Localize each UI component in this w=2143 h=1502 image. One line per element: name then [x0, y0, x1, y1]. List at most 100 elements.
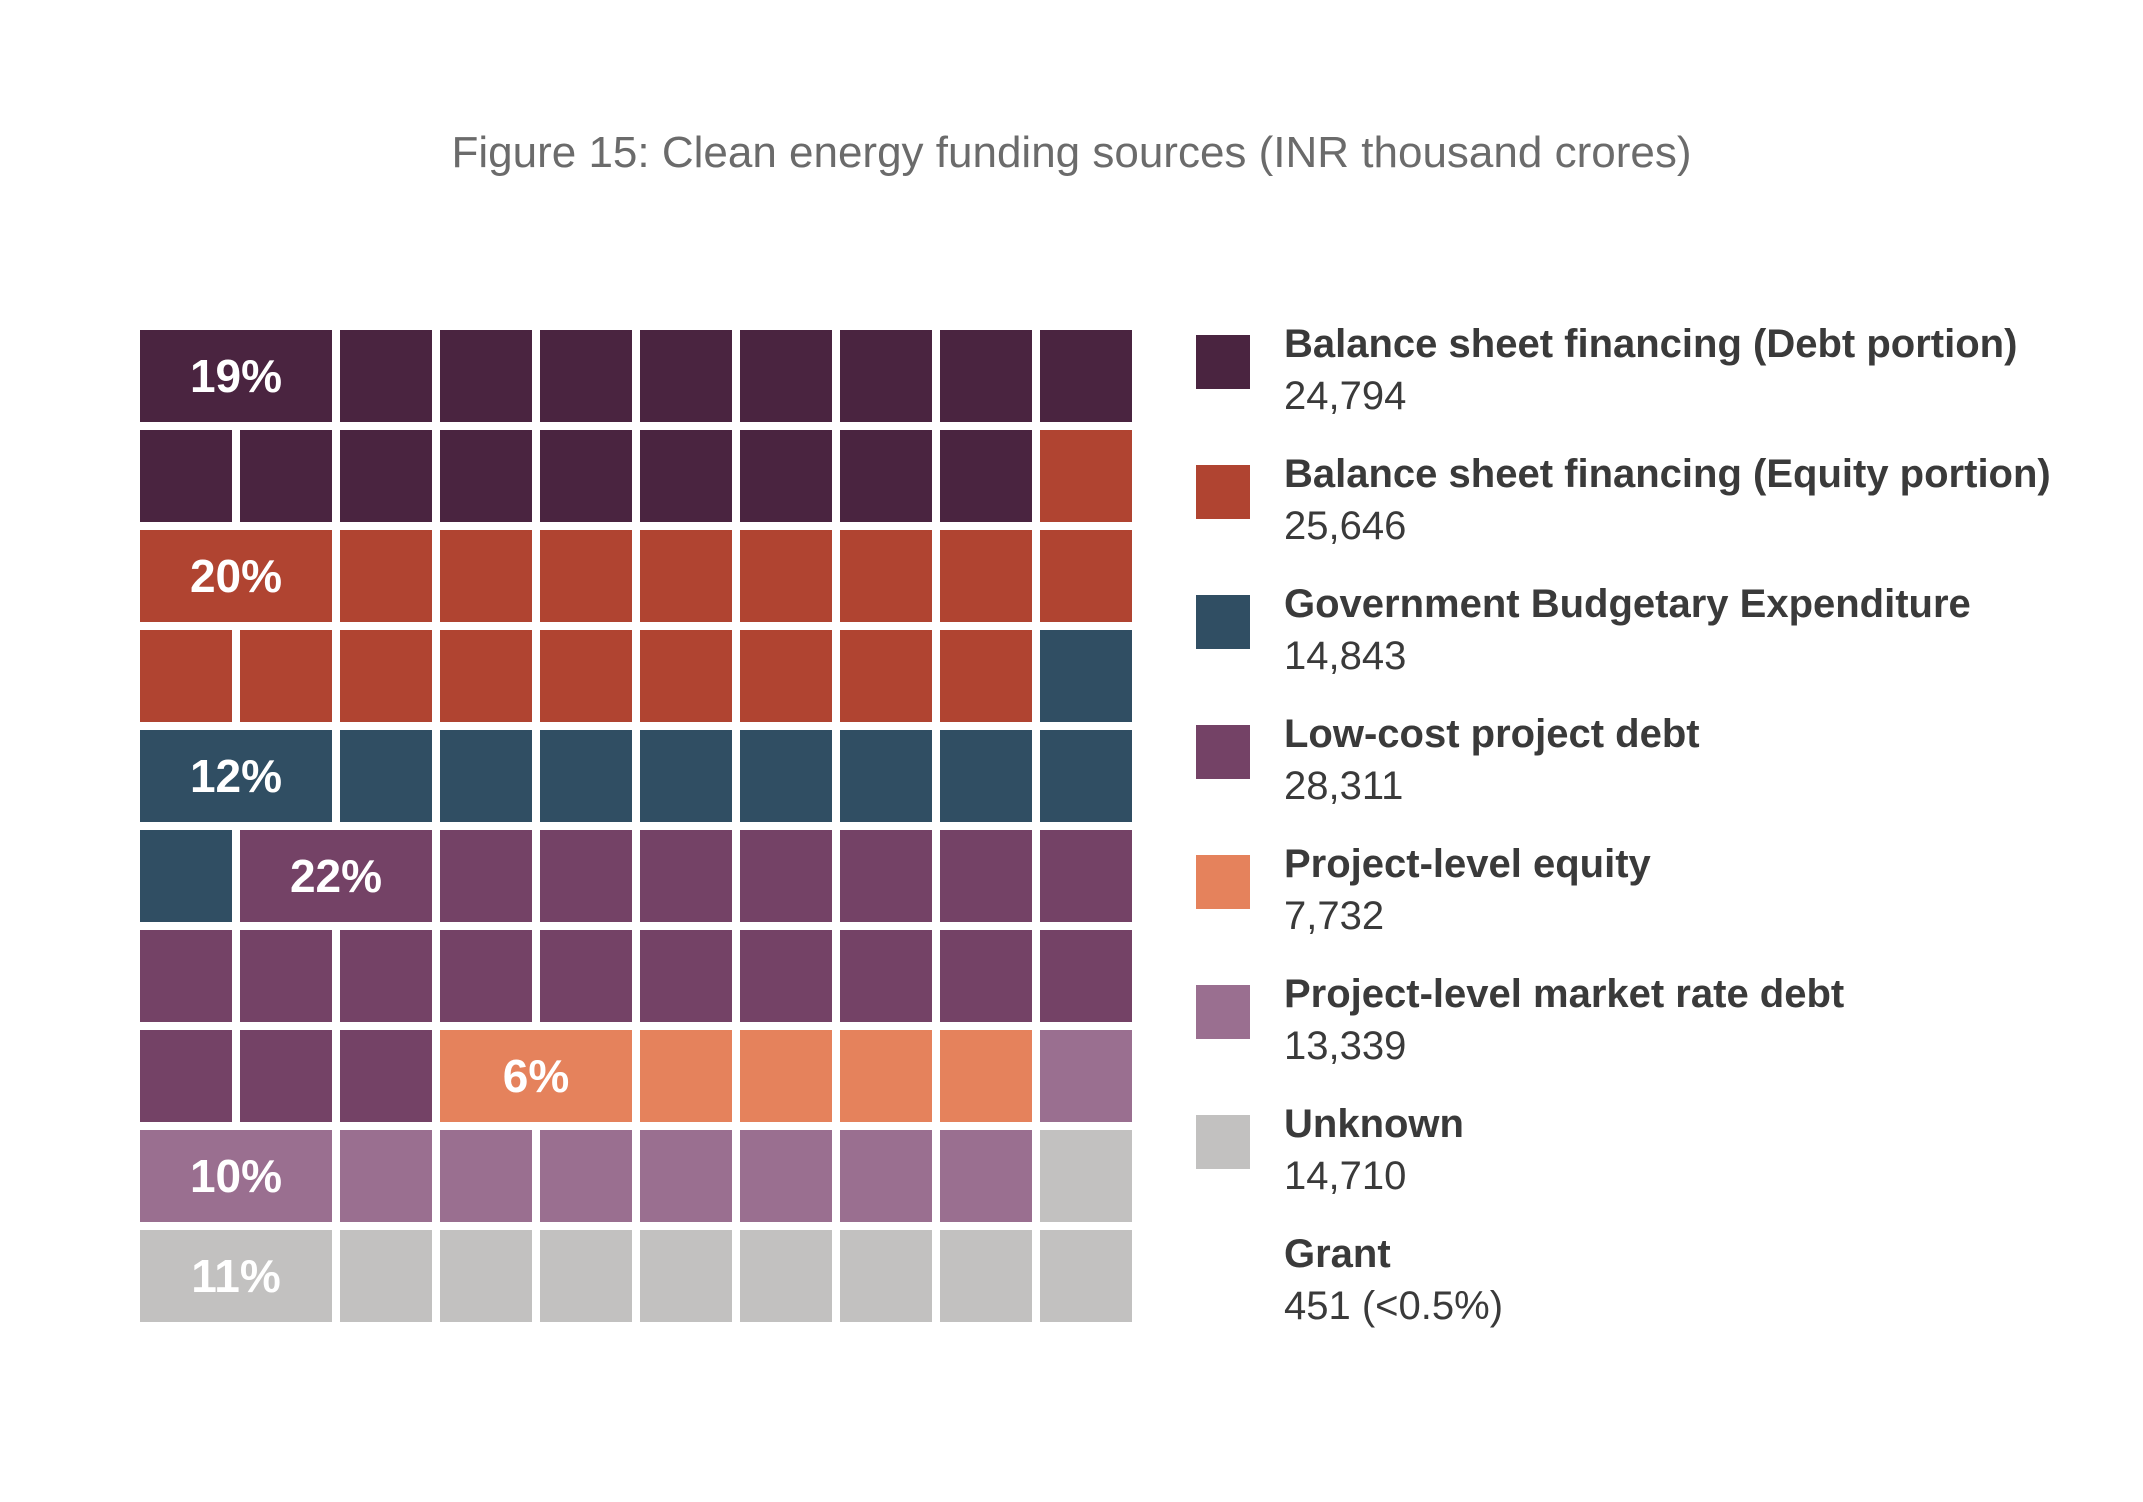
- legend-label: Unknown: [1284, 1102, 1464, 1146]
- waffle-cell: [740, 730, 832, 822]
- waffle-cell: [940, 430, 1032, 522]
- waffle-cell: [540, 830, 632, 922]
- waffle-cell: [140, 830, 232, 922]
- legend-label: Project-level market rate debt: [1284, 972, 1845, 1016]
- legend-value: 7,732: [1284, 894, 1385, 938]
- waffle-cell: [340, 530, 432, 622]
- waffle-cell: [340, 330, 432, 422]
- waffle-cell: [240, 930, 332, 1022]
- legend-swatch: [1196, 985, 1250, 1039]
- waffle-cell: [340, 730, 432, 822]
- waffle-cell: [140, 630, 232, 722]
- legend-label: Balance sheet financing (Equity portion): [1284, 452, 2051, 496]
- waffle-cell: [840, 1030, 932, 1122]
- waffle-cell: [340, 1030, 432, 1122]
- waffle-cell: [740, 1230, 832, 1322]
- waffle-cell: [640, 630, 732, 722]
- legend-value: 451 (<0.5%): [1284, 1284, 1504, 1328]
- waffle-cell: [1040, 830, 1132, 922]
- waffle-cell: [240, 830, 432, 922]
- waffle-cell: [640, 830, 732, 922]
- legend-swatch: [1196, 1115, 1250, 1169]
- waffle-cell: [840, 330, 932, 422]
- legend-value: 24,794: [1284, 374, 1407, 418]
- waffle-cell: [540, 530, 632, 622]
- waffle-cell: [440, 330, 532, 422]
- waffle-cell: [140, 430, 232, 522]
- waffle-chart: 19% 20% 12%22% 6% 10% 11%: [140, 330, 1132, 1322]
- waffle-cell: [940, 1230, 1032, 1322]
- waffle-cell: [840, 1230, 932, 1322]
- percent-label: 19%: [190, 350, 282, 402]
- waffle-cell: [440, 430, 532, 522]
- waffle-cell: [340, 1230, 432, 1322]
- waffle-cell: [440, 630, 532, 722]
- waffle-cell: [240, 430, 332, 522]
- waffle-cell: [240, 630, 332, 722]
- waffle-cell: [440, 730, 532, 822]
- legend-value: 28,311: [1284, 764, 1404, 808]
- waffle-cell: [940, 730, 1032, 822]
- waffle-cell: [140, 930, 232, 1022]
- waffle-cell: [840, 930, 932, 1022]
- legend-item: Project-level equity 7,732: [1196, 842, 2126, 972]
- waffle-cell: [940, 330, 1032, 422]
- percent-label: 22%: [290, 850, 382, 902]
- waffle-cell: [740, 430, 832, 522]
- waffle-cell: [940, 930, 1032, 1022]
- chart-title: Figure 15: Clean energy funding sources …: [451, 128, 1692, 177]
- percent-label: 6%: [503, 1050, 569, 1102]
- waffle-cell: [1040, 730, 1132, 822]
- waffle-cell: [840, 630, 932, 722]
- legend-item: Grant 451 (<0.5%): [1196, 1232, 2126, 1362]
- waffle-cell: [640, 930, 732, 1022]
- waffle-cell: [940, 630, 1032, 722]
- waffle-cell: [440, 830, 532, 922]
- waffle-cell: [640, 1030, 732, 1122]
- waffle-cell: [740, 930, 832, 1022]
- waffle-cell: [840, 530, 932, 622]
- legend: Balance sheet financing (Debt portion) 24…: [1196, 322, 2126, 1362]
- legend-swatch: [1196, 465, 1250, 519]
- legend-value: 25,646: [1284, 504, 1407, 548]
- waffle-cell: [740, 830, 832, 922]
- waffle-cell: [840, 830, 932, 922]
- waffle-cell: [840, 430, 932, 522]
- waffle-cell: [540, 630, 632, 722]
- waffle-cell: [1040, 630, 1132, 722]
- waffle-cell: [740, 530, 832, 622]
- waffle-cell: [540, 1230, 632, 1322]
- legend-label: Balance sheet financing (Debt portion): [1284, 322, 2018, 366]
- waffle-cell: [440, 1030, 632, 1122]
- legend-value: 13,339: [1284, 1024, 1407, 1068]
- waffle-cell: [140, 1030, 232, 1122]
- waffle-cell: [640, 1230, 732, 1322]
- legend-value: 14,710: [1284, 1154, 1407, 1198]
- percent-label: 20%: [190, 550, 282, 602]
- waffle-cell: [1040, 930, 1132, 1022]
- waffle-cell: [340, 930, 432, 1022]
- waffle-cell: [640, 330, 732, 422]
- legend-item: Project-level market rate debt 13,339: [1196, 972, 2126, 1102]
- waffle-cell: [740, 1030, 832, 1122]
- waffle-cell: [640, 530, 732, 622]
- percent-label: 10%: [190, 1150, 282, 1202]
- waffle-cell: [1040, 1230, 1132, 1322]
- waffle-cell: [140, 1130, 332, 1222]
- waffle-cell: [940, 1030, 1032, 1122]
- waffle-cell: [540, 1130, 632, 1222]
- waffle-cell: [1040, 530, 1132, 622]
- waffle-cell: [840, 730, 932, 822]
- waffle-cell: [340, 630, 432, 722]
- legend-swatch: [1196, 725, 1250, 779]
- legend-label: Project-level equity: [1284, 842, 1651, 886]
- waffle-cell: [340, 1130, 432, 1222]
- waffle-cell: [440, 1230, 532, 1322]
- legend-value: 14,843: [1284, 634, 1407, 678]
- legend-item: Government Budgetary Expenditure 14,843: [1196, 582, 2126, 712]
- legend-swatch: [1196, 595, 1250, 649]
- waffle-cell: [240, 1030, 332, 1122]
- waffle-cell: [840, 1130, 932, 1222]
- waffle-cell: [140, 330, 332, 422]
- legend-label: Low-cost project debt: [1284, 712, 1700, 756]
